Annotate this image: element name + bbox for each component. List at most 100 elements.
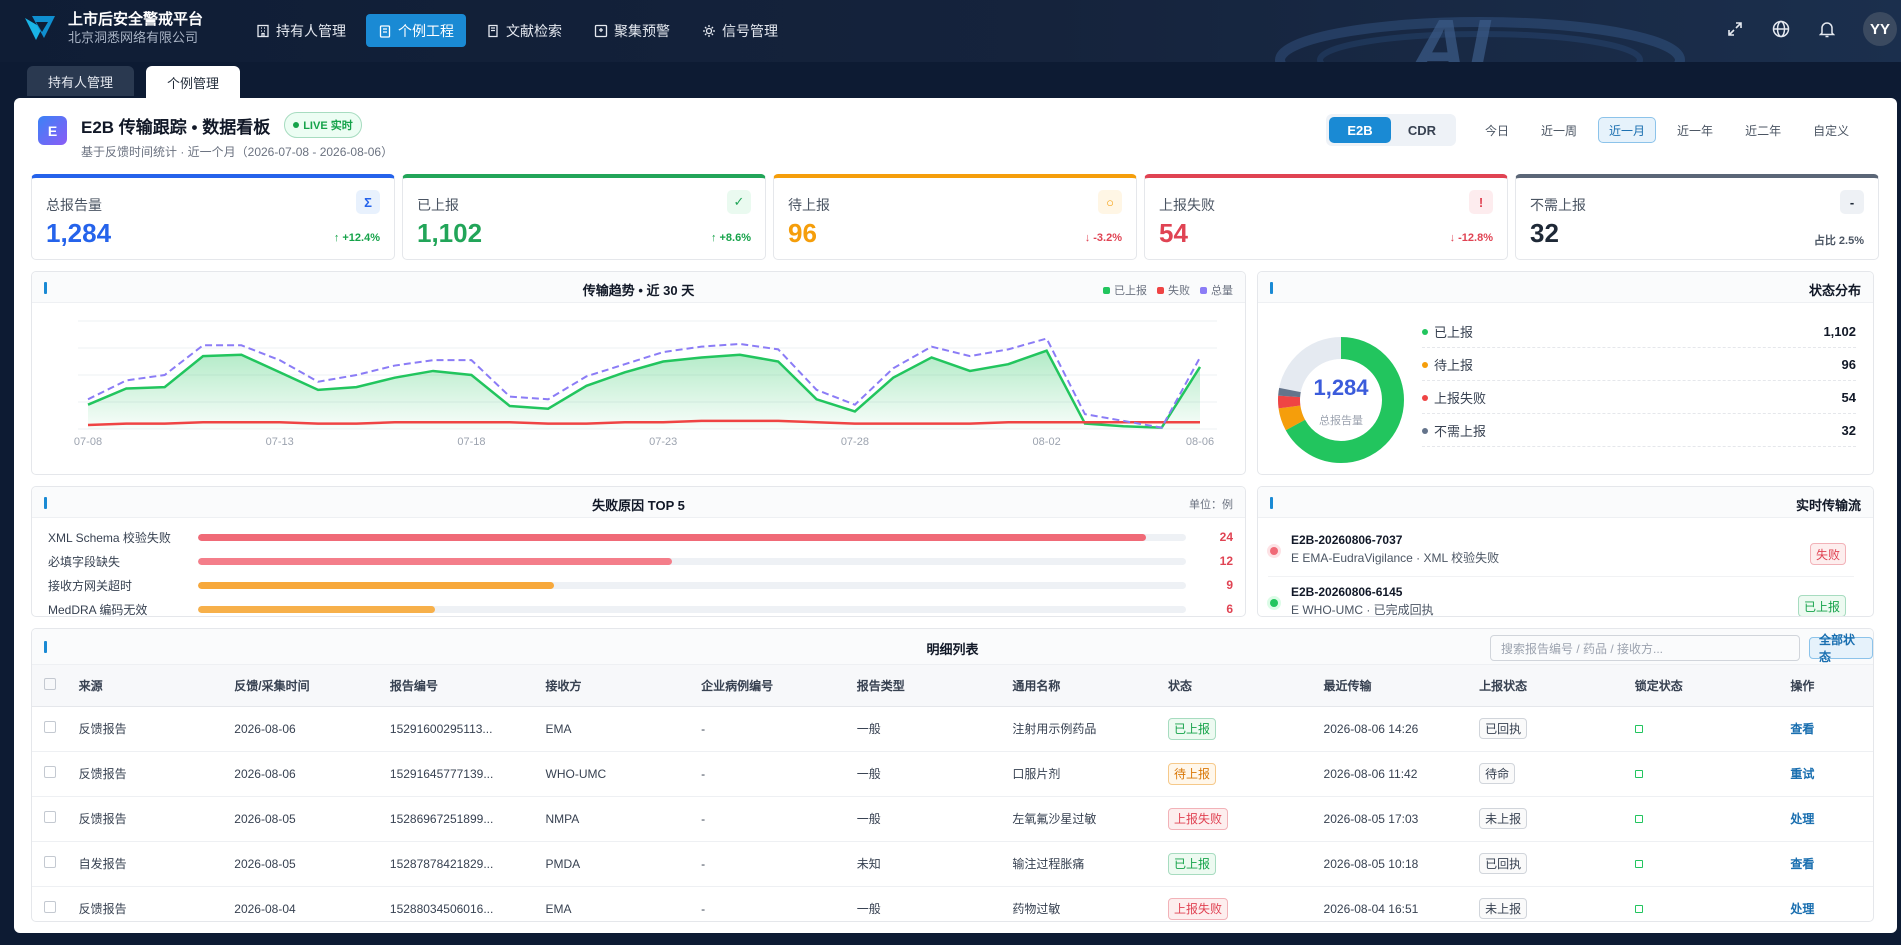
status-tag: 上报失败 (1167, 807, 1228, 830)
status-dist-row[interactable]: 不需上报 32 (1422, 415, 1856, 447)
row-checkbox[interactable] (44, 766, 56, 778)
status-filter-button[interactable]: 全部状态 (1809, 633, 1873, 664)
table-row[interactable]: 反馈报告 2026-08-06 15291645777139... WHO-UMC - 一… (32, 751, 1873, 797)
lock-status-icon[interactable] (1634, 904, 1643, 913)
fail-reasons-title: 失败原因 TOP 5 (592, 498, 685, 513)
x-tick-label: 07-28 (841, 436, 869, 448)
range-4[interactable]: 近二年 (1745, 123, 1782, 138)
search-input[interactable]: 搜索报告编号 / 药品 / 接收方... (1490, 635, 1800, 661)
nav-item-4[interactable]: 信号管理 (690, 14, 790, 47)
flow-item[interactable]: E2B-20260806-6145 E WHO-UMC · 已完成回执 已上报 (1268, 579, 1854, 616)
status-dist-row[interactable]: 待上报 96 (1422, 349, 1856, 381)
cell-ustatus: 未上报 (1479, 796, 1635, 842)
kpi-card[interactable]: 总报告量 1,284 Σ ↑ +12.4% (31, 174, 395, 260)
fail-reason-row[interactable]: XML Schema 校验失败 24 (48, 525, 1233, 549)
column-header[interactable]: 锁定状态 (1634, 665, 1791, 707)
table-row[interactable]: 反馈报告 2026-08-06 15291600295113... EMA - 一般 注射用… (32, 706, 1873, 752)
column-header[interactable]: 状态 (1167, 665, 1324, 707)
column-header[interactable]: 企业病例编号 (701, 665, 857, 707)
cell-id: 15291600295113... (389, 706, 546, 752)
kpi-card[interactable]: 不需上报 32 - 占比 2.5% (1515, 174, 1879, 260)
cell-status: 已上报 (1167, 841, 1324, 887)
nav-item-1[interactable]: 个例工程 (366, 14, 466, 47)
cell-receiver: EMA (545, 886, 702, 921)
donut-slice[interactable] (1278, 337, 1404, 463)
fail-reason-row[interactable]: 必填字段缺失 12 (48, 549, 1233, 573)
bell-icon[interactable] (1817, 19, 1837, 39)
row-action-link[interactable]: 处理 (1790, 902, 1815, 916)
column-header[interactable]: 接收方 (545, 665, 702, 707)
legend-item[interactable]: 总量 (1200, 282, 1233, 298)
series-line-总量 (87, 337, 1201, 429)
column-header[interactable]: 操作 (1790, 665, 1873, 707)
cell-time: 2026-08-05 (234, 841, 390, 887)
nav-item-0[interactable]: 持有人管理 (244, 14, 358, 47)
flow-item[interactable]: E2B-20260806-7037 E EMA-EudraVigilance · … (1268, 527, 1854, 577)
cell-drug: 口服片剂 (1012, 751, 1168, 797)
nav-item-2[interactable]: 文献检索 (474, 14, 574, 47)
top-right-actions: YY (1725, 12, 1901, 46)
column-header[interactable]: 反馈/采集时间 (234, 665, 390, 707)
table-row[interactable]: 反馈报告 2026-08-04 15288034506016... EMA - 一般 药物过… (32, 886, 1873, 921)
fail-reason-name: XML Schema 校验失败 (48, 530, 171, 545)
lock-status-icon[interactable] (1634, 769, 1643, 778)
column-header[interactable]: 报告编号 (389, 665, 546, 707)
table-row[interactable]: 反馈报告 2026-08-05 15286967251899... NMPA - 一般 左氧… (32, 796, 1873, 842)
table-row[interactable]: 自发报告 2026-08-05 15287878421829... PMDA - 未知 输注… (32, 841, 1873, 887)
kpi-delta: ↑ +8.6% (710, 232, 751, 244)
column-header[interactable]: 来源 (78, 665, 235, 707)
row-checkbox[interactable] (44, 856, 56, 868)
range-3[interactable]: 近一年 (1677, 123, 1714, 138)
range-5[interactable]: 自定义 (1813, 123, 1850, 138)
status-dist-row[interactable]: 上报失败 54 (1422, 382, 1856, 414)
row-action-link[interactable]: 查看 (1790, 722, 1815, 736)
status-dot-icon (1422, 361, 1428, 368)
fullscreen-icon[interactable] (1725, 19, 1745, 39)
select-all-checkbox[interactable] (44, 677, 56, 690)
lock-status-icon[interactable] (1634, 724, 1643, 733)
row-checkbox[interactable] (44, 721, 56, 733)
user-avatar[interactable]: YY (1863, 12, 1897, 46)
range-0[interactable]: 今日 (1485, 123, 1510, 138)
segment-1[interactable]: CDR (1407, 122, 1437, 138)
row-action-link[interactable]: 处理 (1790, 812, 1815, 826)
column-header[interactable]: 上报状态 (1479, 665, 1635, 707)
subtab-1[interactable]: 个例管理 (146, 66, 241, 98)
fail-reason-row[interactable]: 接收方网关超时 9 (48, 573, 1233, 597)
row-checkbox[interactable] (44, 811, 56, 823)
row-checkbox[interactable] (44, 901, 56, 913)
detail-title: 明细列表 (926, 642, 979, 657)
column-header[interactable]: 通用名称 (1012, 665, 1168, 707)
segment-0[interactable]: E2B (1329, 117, 1391, 143)
legend-item[interactable]: 已上报 (1103, 282, 1147, 298)
kpi-icon: ○ (1098, 190, 1122, 214)
lock-status-icon[interactable] (1634, 859, 1643, 868)
legend-item[interactable]: 失败 (1157, 282, 1190, 298)
column-header[interactable]: 最近传输 (1323, 665, 1480, 707)
column-header[interactable]: 报告类型 (856, 665, 1013, 707)
donut-slice[interactable] (1278, 337, 1404, 463)
nav-item-3[interactable]: 聚集预警 (582, 14, 682, 47)
kpi-icon: ✓ (727, 190, 751, 214)
lock-status-icon[interactable] (1634, 814, 1643, 823)
realtime-flow-panel: 实时传输流 E2B-20260806-7037 E EMA-EudraVigila… (1257, 486, 1874, 617)
cell-last: 2026-08-04 16:51 (1323, 886, 1480, 921)
status-dot-icon (1422, 328, 1428, 335)
kpi-card[interactable]: 上报失败 54! ↓ -12.8% (1144, 174, 1508, 260)
ai-decoration-graphic: AI (1275, 3, 1685, 62)
row-action-link[interactable]: 重试 (1790, 767, 1815, 781)
globe-icon[interactable] (1771, 19, 1791, 39)
cell-time: 2026-08-04 (234, 886, 390, 921)
range-1[interactable]: 近一周 (1541, 123, 1578, 138)
fail-reason-count: 9 (1226, 578, 1233, 592)
status-dist-row[interactable]: 已上报 1,102 (1422, 316, 1856, 348)
range-2[interactable]: 近一月 (1598, 117, 1657, 143)
subtab-0[interactable]: 持有人管理 (27, 66, 135, 96)
fail-reason-row[interactable]: MedDRA 编码无效 6 (48, 597, 1233, 616)
select-all-cell (32, 665, 79, 707)
row-action-link[interactable]: 查看 (1790, 857, 1815, 871)
brand[interactable]: 上市后安全警戒平台 北京洞悉网络有限公司 (22, 10, 203, 46)
x-tick-label: 07-18 (457, 436, 485, 448)
kpi-card[interactable]: 待上报 96 ○ ↓ -3.2% (773, 174, 1137, 260)
kpi-card[interactable]: 已上报 1,102 ✓ ↑ +8.6% (402, 174, 766, 260)
